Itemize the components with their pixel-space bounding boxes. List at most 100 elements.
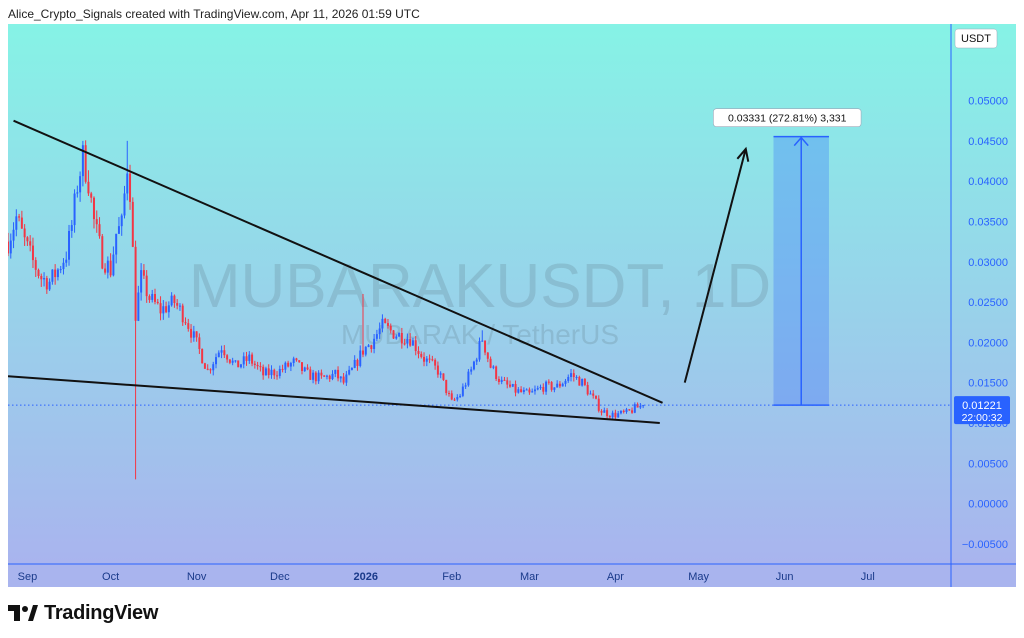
candle-body — [131, 201, 134, 247]
candle-body — [503, 379, 506, 381]
candle-body — [104, 268, 107, 273]
candle-body — [112, 254, 115, 276]
candle-body — [539, 386, 542, 389]
candle-body — [373, 338, 376, 349]
chart-area[interactable]: MUBARAKUSDT, 1D MUBARAK / TetherUS 0.033… — [8, 24, 1016, 587]
candle-body — [517, 389, 520, 393]
candle-body — [242, 356, 245, 365]
candle-body — [625, 409, 628, 413]
price-axis[interactable]: 0.05000 0.04500 0.04000 0.03500 0.03000 0.025… — [954, 96, 1010, 551]
candle-body — [331, 373, 334, 380]
candle-body — [475, 359, 478, 362]
candle-body — [364, 346, 367, 355]
candle-body — [317, 372, 320, 382]
candle-body — [556, 383, 559, 388]
candle-body — [40, 275, 43, 280]
candle-body — [550, 382, 553, 390]
candle-body — [262, 366, 265, 376]
bar-countdown: 22:00:32 — [962, 412, 1003, 424]
candle-body — [417, 351, 420, 354]
candle-body — [553, 387, 556, 390]
candle-body — [276, 375, 279, 377]
time-tick-label: 2026 — [354, 571, 378, 583]
candle-body — [445, 379, 448, 394]
candle-body — [159, 303, 162, 314]
candle-body — [522, 390, 525, 392]
candle-body — [453, 399, 456, 401]
candle-body — [43, 278, 46, 280]
candle-body — [622, 410, 625, 413]
price-chart[interactable]: MUBARAKUSDT, 1D MUBARAK / TetherUS 0.033… — [8, 24, 1016, 587]
candle-body — [234, 360, 237, 362]
candle-body — [414, 340, 417, 352]
candle-body — [84, 145, 87, 182]
candle-body — [334, 369, 337, 374]
candle-body — [442, 373, 445, 380]
candle-body — [92, 197, 95, 220]
candle-body — [292, 358, 295, 364]
last-price-badge-box — [954, 396, 1010, 425]
candle-body — [48, 281, 51, 290]
price-tick-label: 0.04500 — [968, 136, 1008, 148]
price-tick-label: 0.05000 — [968, 96, 1008, 108]
candle-body — [439, 373, 442, 375]
upper-trendline — [13, 119, 663, 404]
candle-body — [187, 323, 190, 329]
candle-body — [461, 386, 464, 396]
candle-body — [51, 269, 54, 282]
candle-body — [126, 173, 129, 194]
candle-body — [106, 260, 109, 273]
tradingview-brand: TradingView — [44, 601, 159, 624]
candle-body — [20, 217, 23, 229]
candle-body — [611, 412, 614, 418]
time-tick-label: Apr — [607, 571, 624, 583]
candle-body — [583, 378, 586, 385]
candle-body — [572, 373, 575, 378]
time-axis[interactable]: Sep Oct Nov Dec 2026 Feb Mar Apr May Jun Jul — [18, 571, 875, 583]
candle-body — [76, 192, 79, 194]
candle-body — [506, 380, 509, 385]
projection-arrow-head — [736, 146, 750, 162]
candle-body — [270, 369, 273, 376]
candle-body — [62, 262, 65, 270]
candle-body — [278, 368, 281, 376]
candle-body — [68, 230, 71, 260]
candle-body — [134, 246, 137, 321]
candle-body — [594, 395, 597, 399]
candle-body — [536, 388, 539, 390]
candle-body — [467, 371, 470, 386]
currency-label: USDT — [954, 28, 998, 49]
candle-body — [12, 229, 15, 241]
candle-body — [228, 359, 231, 363]
candle-body — [633, 404, 636, 413]
candle-body — [367, 345, 370, 347]
candle-body — [406, 338, 409, 344]
candle-body — [98, 224, 101, 237]
candle-body — [209, 369, 212, 371]
candle-body — [18, 216, 21, 218]
candle-body — [567, 376, 570, 381]
candle-body — [547, 381, 550, 383]
candle-body — [120, 215, 123, 227]
candle-body — [29, 241, 32, 246]
candle-body — [239, 364, 242, 368]
candle-body — [636, 404, 639, 408]
candle-body — [603, 410, 606, 413]
candle-body — [381, 318, 384, 329]
candle-body — [8, 241, 9, 254]
candle-body — [464, 385, 467, 387]
candle-body — [370, 345, 373, 349]
candle-body — [31, 245, 34, 261]
candle-body — [359, 350, 362, 366]
time-tick-label: Feb — [442, 571, 461, 583]
candle-body — [289, 363, 292, 367]
time-tick-label: Sep — [18, 571, 38, 583]
candle-body — [245, 356, 248, 361]
candle-body — [165, 306, 168, 313]
candle-body — [34, 260, 37, 270]
candle-body — [306, 367, 309, 370]
candle-body — [248, 354, 251, 361]
candle-body — [251, 354, 254, 364]
last-price-value: 0.01221 — [962, 400, 1002, 412]
